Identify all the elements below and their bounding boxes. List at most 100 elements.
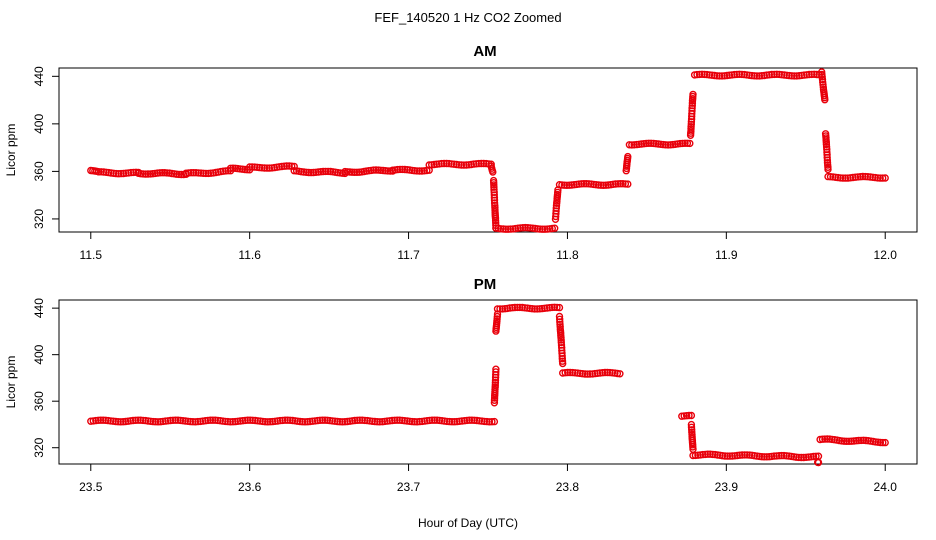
data-point bbox=[698, 70, 706, 79]
data-point bbox=[151, 418, 160, 426]
data-points bbox=[87, 303, 889, 467]
x-tick-label: 23.8 bbox=[556, 480, 580, 494]
data-point bbox=[175, 170, 183, 179]
data-point bbox=[490, 399, 499, 407]
data-point bbox=[733, 70, 741, 79]
data-point bbox=[689, 90, 697, 99]
data-point bbox=[491, 378, 500, 387]
data-point bbox=[504, 225, 512, 233]
data-point bbox=[689, 451, 697, 460]
data-point bbox=[876, 438, 885, 447]
data-point bbox=[678, 139, 687, 148]
y-tick-label: 440 bbox=[32, 66, 46, 86]
data-point bbox=[723, 452, 732, 460]
data-point bbox=[450, 418, 459, 426]
data-point bbox=[391, 416, 399, 424]
data-point bbox=[581, 370, 589, 378]
data-point bbox=[154, 418, 162, 426]
data-point bbox=[401, 165, 409, 174]
data-point bbox=[264, 418, 272, 426]
x-tick-label: 23.6 bbox=[238, 480, 262, 494]
x-tick-label: 11.8 bbox=[556, 248, 579, 262]
data-point bbox=[371, 417, 379, 426]
data-point bbox=[748, 71, 756, 80]
data-point bbox=[824, 165, 832, 174]
data-point bbox=[695, 70, 704, 79]
x-axis: 23.5 23.6 23.7 23.8 23.9 24.0 bbox=[79, 463, 897, 494]
data-point bbox=[393, 165, 402, 174]
data-point bbox=[396, 416, 404, 424]
data-point bbox=[194, 417, 202, 426]
y-tick-label: 400 bbox=[32, 344, 46, 364]
data-point bbox=[688, 99, 697, 107]
data-point bbox=[283, 416, 292, 424]
data-point bbox=[490, 185, 498, 194]
data-point bbox=[823, 156, 832, 164]
plot-frame bbox=[58, 299, 918, 465]
panel-am: AM Licor ppm 11.5 11.6 11.7 11.8 11.9 12.0 32… bbox=[4, 43, 918, 262]
data-point bbox=[480, 159, 488, 168]
data-point bbox=[699, 450, 707, 459]
x-tick-label: 11.9 bbox=[715, 248, 738, 262]
data-point bbox=[730, 70, 739, 79]
data-point bbox=[681, 139, 689, 148]
data-point bbox=[793, 72, 801, 80]
data-point bbox=[516, 224, 525, 232]
data-point bbox=[415, 417, 424, 426]
data-point bbox=[493, 305, 502, 313]
data-point bbox=[184, 169, 193, 177]
data-point bbox=[177, 170, 186, 179]
data-point bbox=[127, 168, 135, 177]
data-point bbox=[821, 95, 829, 104]
data-point bbox=[619, 179, 627, 188]
data-point bbox=[338, 418, 347, 426]
data-point bbox=[376, 418, 384, 426]
data-point bbox=[519, 223, 527, 232]
data-point bbox=[738, 451, 746, 459]
data-point bbox=[780, 451, 788, 460]
data-point bbox=[192, 168, 200, 177]
data-point bbox=[624, 152, 632, 161]
data-point bbox=[516, 303, 524, 312]
data-point bbox=[129, 416, 137, 425]
data-point bbox=[616, 370, 624, 378]
data-point bbox=[750, 72, 759, 80]
data-point bbox=[298, 418, 307, 426]
data-point bbox=[491, 381, 499, 389]
data-point bbox=[859, 172, 867, 181]
x-axis: 11.5 11.6 11.7 11.8 11.9 12.0 bbox=[80, 231, 897, 262]
data-point bbox=[566, 368, 574, 377]
data-point bbox=[683, 139, 692, 148]
data-point bbox=[191, 418, 200, 426]
data-point bbox=[187, 168, 195, 177]
data-point bbox=[847, 437, 856, 445]
data-point bbox=[502, 225, 510, 233]
data-point bbox=[265, 164, 274, 172]
y-tick-label: 320 bbox=[32, 437, 46, 457]
data-point bbox=[691, 451, 700, 460]
data-point bbox=[206, 416, 215, 424]
data-point bbox=[171, 416, 180, 424]
data-point bbox=[260, 164, 269, 172]
data-point bbox=[814, 458, 823, 467]
data-point bbox=[839, 174, 847, 182]
data-point bbox=[189, 418, 197, 426]
data-point bbox=[388, 416, 396, 425]
data-point bbox=[822, 140, 831, 149]
data-point bbox=[810, 70, 818, 79]
data-point bbox=[521, 223, 529, 232]
data-point bbox=[384, 167, 392, 175]
data-point bbox=[319, 167, 327, 176]
data-point bbox=[555, 303, 564, 312]
data-point bbox=[96, 416, 105, 424]
data-point bbox=[513, 303, 522, 312]
data-point bbox=[189, 168, 198, 177]
data-point bbox=[721, 452, 729, 460]
y-tick-label: 360 bbox=[32, 391, 46, 411]
data-point bbox=[498, 305, 507, 313]
data-point bbox=[368, 417, 376, 425]
data-point bbox=[777, 451, 786, 460]
data-point bbox=[448, 418, 456, 426]
data-point bbox=[483, 417, 491, 426]
